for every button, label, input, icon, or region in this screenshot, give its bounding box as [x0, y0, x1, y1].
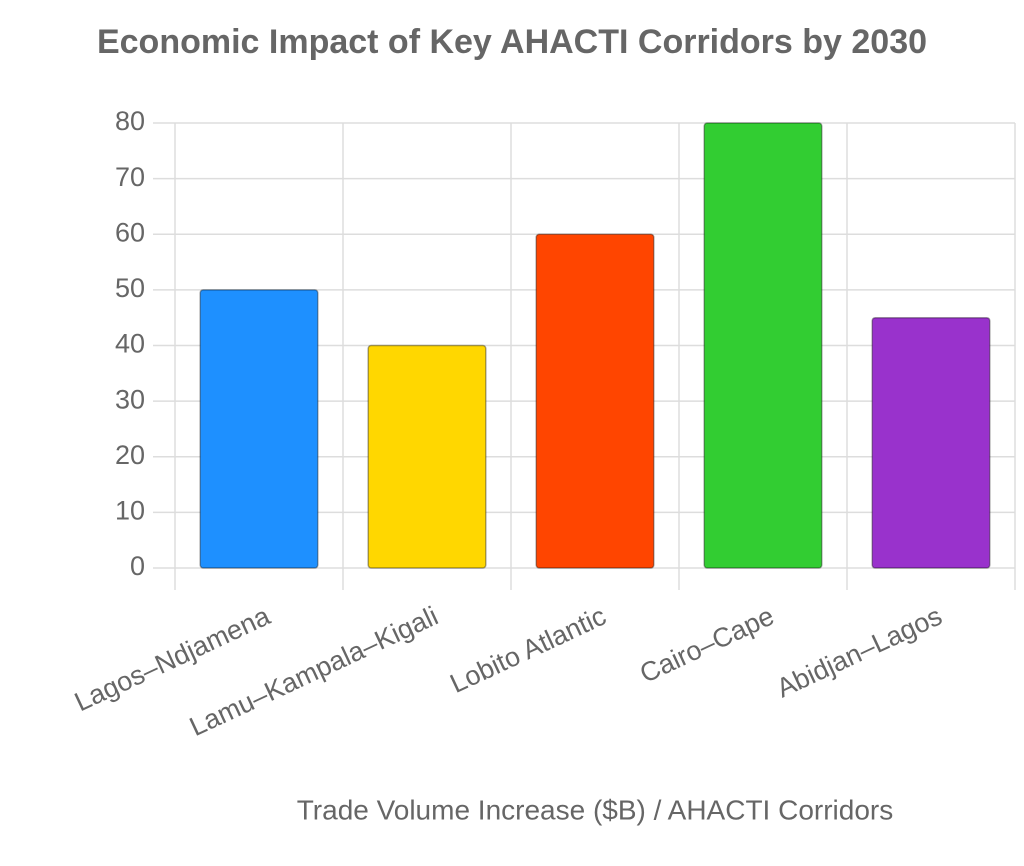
y-tick-label: 0	[130, 551, 145, 581]
x-tick-label: Lobito Atlantic	[445, 601, 610, 699]
y-tick-label: 30	[115, 384, 145, 414]
bar	[535, 233, 655, 569]
y-tick-label: 50	[115, 273, 145, 303]
chart-title: Economic Impact of Key AHACTI Corridors …	[97, 23, 927, 61]
x-tick-label: Abidjan–Lagos	[772, 601, 947, 704]
y-tick-label: 10	[115, 496, 145, 526]
x-tick-label: Cairo–Cape	[635, 601, 778, 689]
y-tick-label: 70	[115, 162, 145, 192]
y-tick-label: 20	[115, 440, 145, 470]
bar	[703, 122, 823, 569]
bar	[367, 344, 487, 569]
y-tick-label: 40	[115, 329, 145, 359]
x-axis-label: Trade Volume Increase ($B) / AHACTI Corr…	[297, 794, 894, 825]
y-tick-label: 60	[115, 217, 145, 247]
y-tick-label: 80	[115, 106, 145, 136]
bar	[199, 289, 319, 569]
bar	[871, 316, 991, 569]
